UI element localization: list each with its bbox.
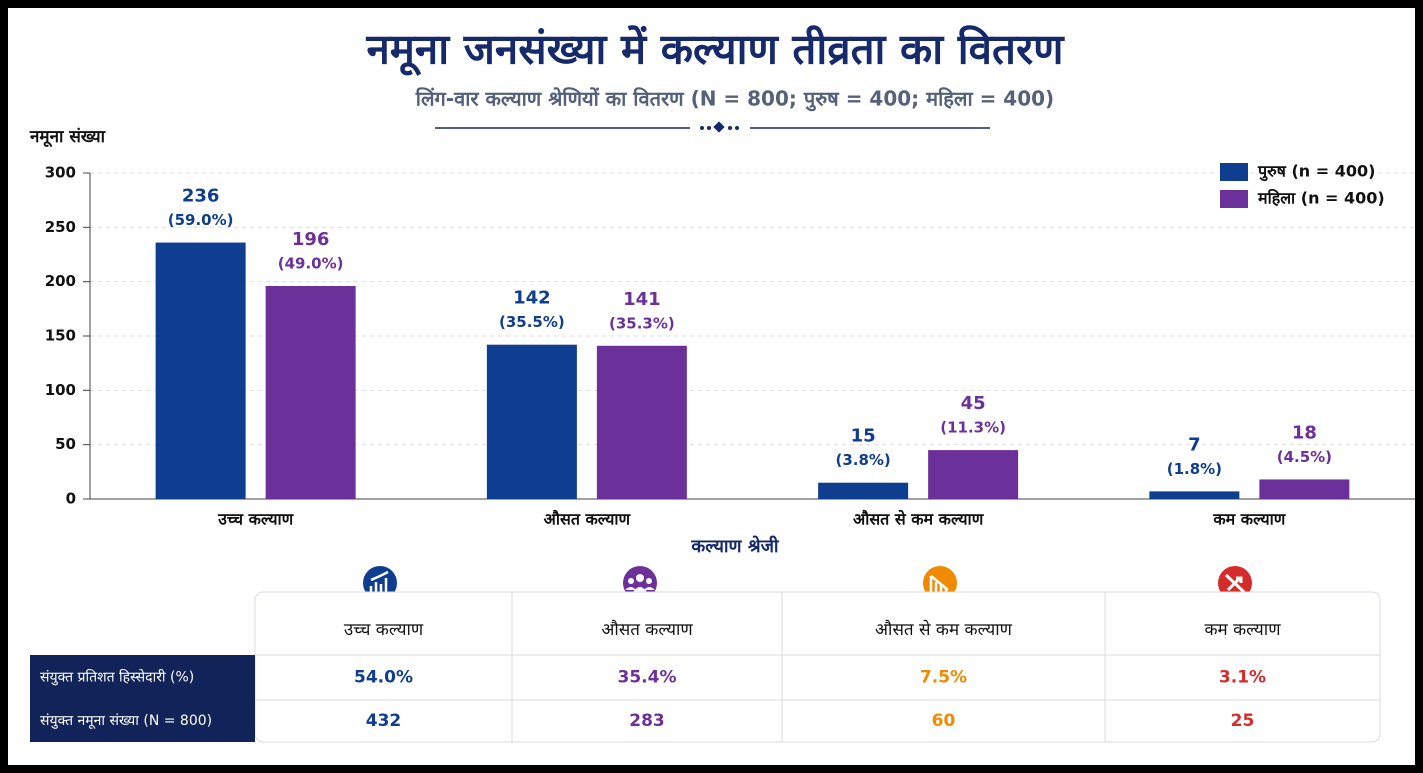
- value-label: 45: [961, 393, 986, 414]
- row-label-box: [30, 655, 255, 700]
- percent-label: (3.8%): [835, 451, 890, 469]
- y-tick-label: 0: [66, 490, 76, 508]
- value-label: 7: [1188, 434, 1201, 455]
- percent-label: (4.5%): [1277, 448, 1332, 466]
- table-cell: 432: [366, 711, 402, 731]
- y-tick-label: 300: [45, 164, 76, 182]
- x-tick-label: उच्च कल्याण: [217, 510, 295, 529]
- value-label: 142: [513, 288, 551, 309]
- table-cell: 60: [932, 711, 956, 731]
- legend-label: पुरुष (n = 400): [1257, 162, 1375, 182]
- value-label: 196: [292, 229, 330, 250]
- column-header: उच्च कल्याण: [344, 620, 424, 640]
- chart-subtitle: लिंग-वार कल्याण श्रेणियों का वितरण (N = …: [415, 87, 1054, 112]
- row-label: संयुक्त नमूना संख्या (N = 800): [40, 713, 212, 729]
- percent-label: (1.8%): [1167, 460, 1222, 478]
- value-label: 18: [1292, 422, 1317, 443]
- divider: [435, 121, 990, 133]
- column-header: औसत से कम कल्याण: [875, 619, 1013, 640]
- y-axis-label: नमूना संख्या: [29, 127, 106, 148]
- y-tick-label: 200: [45, 272, 76, 290]
- y-tick-label: 150: [45, 327, 76, 345]
- y-tick-label: 50: [55, 435, 76, 453]
- table-cell: 7.5%: [920, 668, 967, 688]
- x-tick-label: औसत से कम कल्याण: [853, 510, 985, 529]
- x-tick-label: कम कल्याण: [1212, 510, 1286, 529]
- table-cell: 35.4%: [618, 668, 677, 688]
- bar: [928, 450, 1019, 499]
- bar: [818, 482, 909, 499]
- bar: [265, 286, 356, 499]
- value-label: 141: [623, 289, 661, 310]
- percent-label: (59.0%): [168, 211, 234, 229]
- row-label: संयुक्त प्रतिशत हिस्सेदारी (%): [40, 669, 194, 686]
- percent-label: (11.3%): [940, 419, 1006, 437]
- percent-label: (35.5%): [499, 313, 565, 331]
- table-cell: 283: [629, 711, 665, 731]
- chart-title: नमूना जनसंख्या में कल्याण तीव्रता का वित…: [365, 25, 1065, 77]
- table-cell: 25: [1231, 711, 1255, 731]
- bar: [1149, 491, 1240, 499]
- bar: [1259, 479, 1350, 499]
- legend-label: महिला (n = 400): [1257, 189, 1385, 208]
- table-cell: 3.1%: [1219, 668, 1266, 688]
- column-header: औसत कल्याण: [601, 619, 693, 640]
- legend-swatch: [1220, 190, 1248, 208]
- value-label: 15: [851, 426, 876, 447]
- table-frame: [254, 591, 1381, 743]
- x-tick-label: औसत कल्याण: [544, 510, 632, 529]
- value-label: 236: [182, 186, 220, 207]
- table-cell: 54.0%: [354, 668, 413, 688]
- percent-label: (35.3%): [609, 314, 675, 332]
- legend-swatch: [1220, 163, 1248, 181]
- x-axis-label: कल्याण श्रेजी: [690, 535, 780, 557]
- y-tick-label: 250: [45, 218, 76, 236]
- bar: [486, 344, 577, 499]
- column-header: कम कल्याण: [1204, 620, 1281, 640]
- bar: [596, 345, 687, 499]
- row-label-box: [30, 700, 255, 742]
- percent-label: (49.0%): [278, 255, 344, 273]
- y-tick-label: 100: [45, 381, 76, 399]
- bar: [155, 242, 246, 499]
